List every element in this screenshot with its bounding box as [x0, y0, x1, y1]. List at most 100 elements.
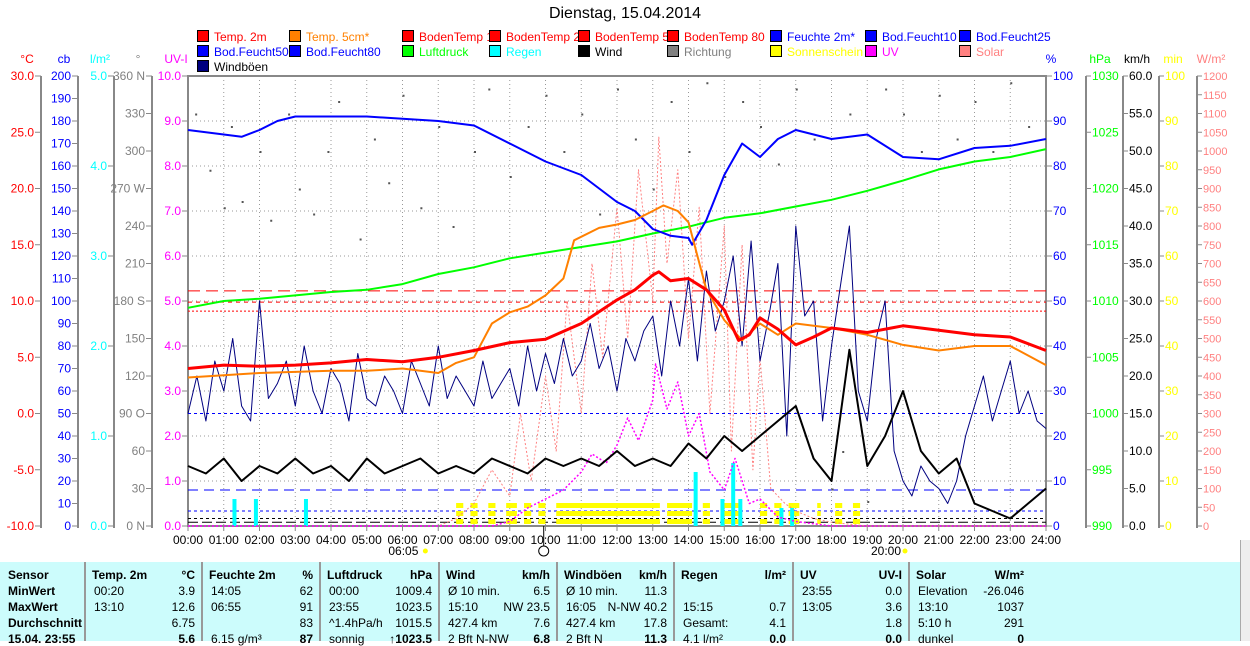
legend-label: BodenTemp 25	[506, 30, 587, 44]
direction-point	[563, 151, 566, 153]
stats-value: N-NW 40.2	[607, 600, 667, 614]
axis-tick-label: 1005	[1092, 350, 1119, 364]
stats-table: Sensor MinWert MaxWert Durchschnitt 15.04. 2…	[0, 562, 1240, 646]
direction-point	[230, 126, 233, 128]
stats-value: 0.0	[885, 632, 902, 646]
direction-point	[599, 213, 602, 216]
stats-value: 6.5	[533, 584, 550, 598]
stats-header: Luftdruck	[327, 568, 383, 582]
axis-tick-label: 400	[1203, 371, 1221, 383]
axis-tick-label: 80	[1165, 159, 1179, 173]
sunshine-bar	[456, 503, 464, 508]
axis-tick-label: 900	[1203, 184, 1221, 196]
axis-tick-label: 3.0	[90, 249, 107, 263]
axis-tick-label: 0.0	[17, 407, 34, 421]
axis-tick-label: 200	[1203, 446, 1221, 458]
stats-cell: Gesamt:	[683, 616, 729, 630]
scrollbar[interactable]	[1240, 540, 1250, 641]
axis-tick-label: -5.0	[13, 463, 34, 477]
axis-tick-label: 10.0	[1129, 444, 1153, 458]
rain-bar	[693, 472, 698, 526]
legend-label: Luftdruck	[419, 45, 469, 59]
column-divider	[84, 562, 86, 641]
sunshine-bar	[524, 511, 532, 516]
column-divider	[908, 562, 910, 641]
axis-tick-label: 1025	[1092, 125, 1119, 139]
noon-clock-icon	[538, 545, 550, 557]
legend-label: BodenTemp 80	[684, 30, 765, 44]
axis-tick-label: 60	[132, 444, 146, 458]
x-tick-label: 15:00	[709, 533, 739, 547]
series-windb-en	[187, 225, 1047, 504]
sunshine-bar	[456, 511, 464, 516]
stats-value: 7.6	[533, 616, 550, 630]
legend-label: Sonnenschein	[787, 45, 864, 59]
stats-cell: 13:05	[802, 600, 833, 614]
legend-item: Solar	[959, 45, 1004, 59]
sunshine-bar	[456, 519, 464, 524]
axis-tick-label: 2.0	[90, 339, 107, 353]
sunshine-bar	[506, 511, 517, 516]
axis-tick-label: 0.0	[90, 519, 107, 533]
x-tick-label: 09:00	[495, 533, 525, 547]
stats-value: 1009.4	[395, 584, 432, 598]
axis-tick-label: 7.0	[164, 204, 181, 218]
stats-cell: 15:15	[683, 600, 714, 614]
direction-point	[1028, 126, 1031, 128]
legend-label: Regen	[506, 45, 542, 59]
axis-tick-label: 180	[51, 114, 71, 128]
legend-item: Bod.Feucht80	[289, 45, 381, 59]
legend-item: Sonnenschein	[770, 45, 863, 59]
direction-point	[338, 101, 341, 103]
axis-tick-label: 120	[125, 369, 145, 383]
axis-tick-label: 300	[125, 144, 145, 158]
axis-tick-label: 50	[1203, 502, 1215, 514]
direction-point	[760, 126, 762, 128]
x-tick-label: 23:00	[995, 533, 1025, 547]
stats-value: 91	[299, 600, 313, 614]
legend-item: BodenTemp 80	[667, 30, 765, 44]
legend-label: Bod.Feucht25	[976, 30, 1051, 44]
direction-point	[885, 88, 888, 91]
axis-tick-label: 90 O	[119, 407, 145, 421]
series-uv	[188, 363, 1046, 527]
stats-value: 11.3	[644, 632, 667, 646]
direction-point	[581, 113, 584, 116]
legend-swatch	[770, 30, 782, 42]
direction-point	[545, 94, 548, 97]
axis-tick-label: 170	[51, 137, 71, 151]
sunshine-bar	[760, 511, 768, 516]
axis-tick-label: 210	[125, 257, 145, 271]
stats-header: Regen	[681, 568, 718, 582]
sunshine-bar	[702, 503, 710, 508]
sunshine-bar	[538, 503, 546, 508]
axis-tick-label: -10.0	[7, 519, 35, 533]
direction-point	[402, 94, 405, 97]
sunshine-bar	[817, 511, 821, 516]
x-tick-label: 04:00	[316, 533, 346, 547]
x-tick-label: 14:00	[673, 533, 703, 547]
legend-item: BodenTemp 25	[489, 30, 587, 44]
axis-tick-label: 3.0	[164, 384, 181, 398]
sunshine-bar	[524, 503, 532, 508]
axis-tick-label: 240	[125, 219, 145, 233]
direction-point	[724, 176, 727, 178]
stats-unit: km/h	[521, 568, 550, 582]
axis-tick-label: 25.0	[1129, 332, 1153, 346]
axis-tick-label: 0 N	[126, 519, 145, 533]
stats-cell: 13:10	[918, 600, 949, 614]
legend-label: Feuchte 2m*	[787, 30, 856, 44]
axis-tick-label: 50	[58, 407, 72, 421]
axis-tick-label: 140	[51, 204, 71, 218]
sunshine-bar	[470, 519, 478, 524]
axis-tick-label: 150	[51, 182, 71, 196]
axis-tick-label: 180 S	[114, 294, 145, 308]
axis-tick-label: 850	[1203, 202, 1221, 214]
direction-point	[373, 138, 376, 141]
axis-unit: °C	[20, 52, 34, 66]
axis-tick-label: 1010	[1092, 294, 1119, 308]
axis-tick-label: 100	[51, 294, 71, 308]
axis-tick-label: 160	[51, 159, 71, 173]
axis-tick-label: 190	[51, 92, 71, 106]
column-divider	[319, 562, 321, 641]
